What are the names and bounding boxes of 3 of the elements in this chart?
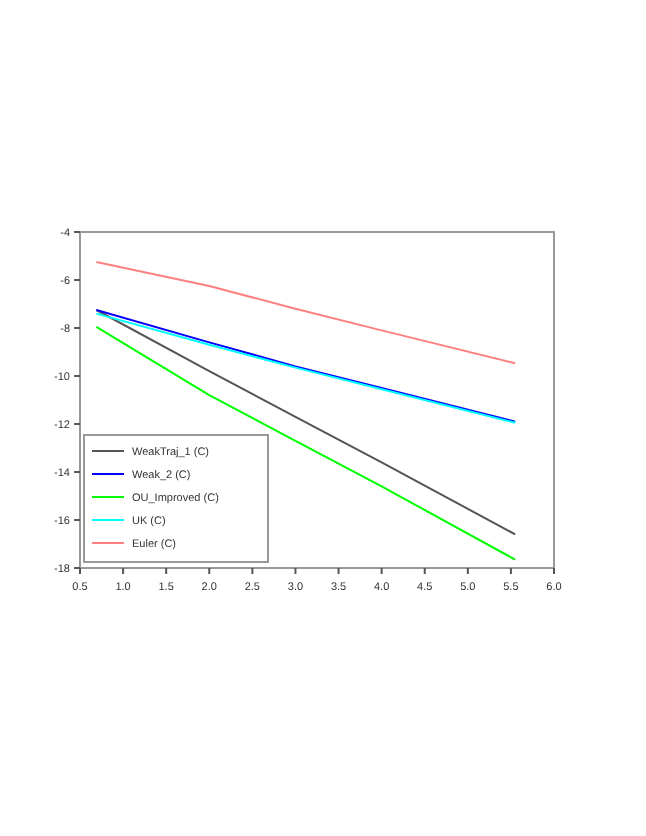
line-series <box>95 261 517 365</box>
line-series <box>95 309 517 536</box>
line-series <box>95 325 517 561</box>
